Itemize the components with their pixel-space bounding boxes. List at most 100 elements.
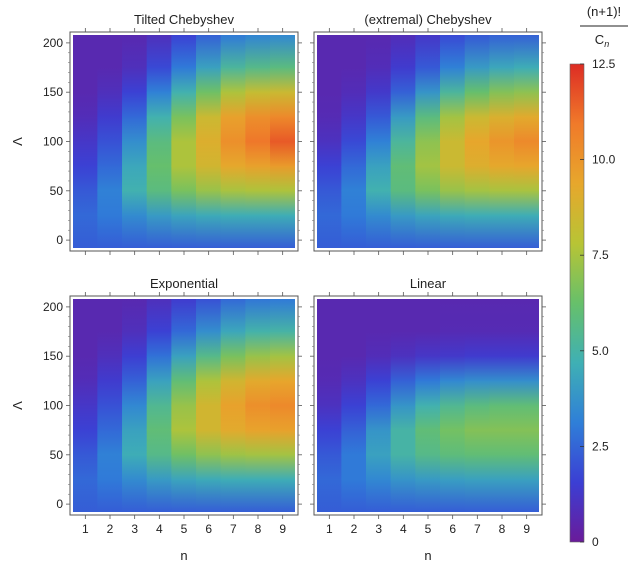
heatmap-cell (245, 405, 271, 431)
heatmap-cell (270, 355, 295, 382)
heatmap-cell (146, 35, 172, 68)
heatmap-cell (196, 299, 222, 332)
heatmap-cell (245, 331, 271, 357)
heatmap-cell (514, 67, 539, 93)
heatmap-cell (146, 380, 172, 406)
heatmap-cell (317, 215, 342, 248)
heatmap-cell (171, 67, 197, 93)
heatmap-cell (171, 91, 197, 118)
heatmap-cell (464, 141, 490, 167)
heatmap-cell (146, 190, 172, 216)
heatmap-cell (317, 35, 342, 68)
heatmap-cell (464, 299, 490, 332)
heatmap-cell (514, 141, 539, 167)
heatmap-cell (366, 429, 392, 456)
heatmap-cell (366, 67, 392, 93)
heatmap-cell (146, 215, 172, 248)
heatmap-cell (440, 67, 466, 93)
heatmap-cell (464, 165, 490, 192)
heatmap-cell (73, 331, 98, 357)
heatmap-cell (390, 355, 416, 382)
heatmap-cell (245, 91, 271, 118)
heatmap-cell (196, 165, 222, 192)
y-axis-label: Λ (10, 401, 25, 410)
heatmap-cell (245, 215, 271, 248)
heatmap-cell (489, 355, 515, 382)
heatmap-cell (73, 479, 98, 512)
heatmap-cell (97, 67, 123, 93)
heatmap-cell (171, 35, 197, 68)
colorbar: (n+1)! Cn 0 2.5 5.0 7.5 10.0 12.5 (569, 4, 628, 549)
heatmap-cell (220, 67, 246, 93)
heatmap-cell (73, 35, 98, 68)
heatmap-cell (220, 116, 246, 142)
heatmap-cell (415, 429, 441, 456)
heatmap-cell (464, 429, 490, 456)
y-tick-label: 150 (43, 349, 63, 363)
heatmap-cell (415, 35, 441, 68)
heatmap-cell (514, 299, 539, 332)
heatmap-cell (196, 116, 222, 142)
heatmap-cell (464, 380, 490, 406)
heatmap-cell (341, 331, 367, 357)
heatmap-cell (390, 405, 416, 431)
heatmap-cell (440, 299, 466, 332)
heatmap-cell (366, 331, 392, 357)
heatmap-cell (341, 165, 367, 192)
heatmap-cell (415, 165, 441, 192)
heatmap-cell (73, 215, 98, 248)
heatmap-cell (341, 141, 367, 167)
heatmap-cell (245, 429, 271, 456)
heatmap-cell (146, 479, 172, 512)
heatmap-cell (489, 116, 515, 142)
heatmap-cell (220, 91, 246, 118)
heatmap-cell (464, 454, 490, 480)
heatmap-cell (73, 190, 98, 216)
heatmap-cell (317, 479, 342, 512)
panel-title: Tilted Chebyshev (134, 12, 234, 27)
panel-title: (extremal) Chebyshev (364, 12, 492, 27)
heatmap-cell (489, 479, 515, 512)
heatmap-cell (341, 380, 367, 406)
heatmap-cell (196, 355, 222, 382)
heatmap-cell (245, 141, 271, 167)
heatmap-cell (146, 454, 172, 480)
panel-title: Linear (410, 276, 447, 291)
heatmap-cell (73, 454, 98, 480)
heatmap-cell (415, 116, 441, 142)
x-tick-label: 4 (400, 522, 407, 536)
heatmap-cell (440, 331, 466, 357)
heatmap-cell (220, 141, 246, 167)
heatmap-cell (73, 405, 98, 431)
panel-title: Exponential (150, 276, 218, 291)
heatmap-cell (97, 215, 123, 248)
heatmap-cell (196, 405, 222, 431)
x-tick-label: 6 (205, 522, 212, 536)
x-tick-label: 2 (351, 522, 358, 536)
heatmap-cell (122, 35, 148, 68)
heatmap-cell (390, 215, 416, 248)
x-tick-label: 7 (230, 522, 237, 536)
heatmap-cell (146, 91, 172, 118)
heatmap-cell (415, 331, 441, 357)
heatmap-cell (317, 299, 342, 332)
heatmap-cell (390, 190, 416, 216)
heatmap-cell (341, 299, 367, 332)
heatmap-cell (440, 380, 466, 406)
heatmap-cell (97, 299, 123, 332)
heatmap-cell (489, 141, 515, 167)
heatmap-cell (97, 429, 123, 456)
panel-2: (extremal) Chebyshev (310, 12, 546, 255)
x-tick-label: 9 (279, 522, 286, 536)
heatmap-cell (196, 331, 222, 357)
heatmap-cell (415, 141, 441, 167)
heatmap-cell (171, 380, 197, 406)
heatmap-cell (220, 190, 246, 216)
heatmap-cell (489, 190, 515, 216)
heatmap-cell (220, 35, 246, 68)
heatmap-cell (341, 91, 367, 118)
heatmap-cell (245, 116, 271, 142)
heatmap-cell (122, 405, 148, 431)
heatmap-cell (366, 141, 392, 167)
heatmap-cell (366, 380, 392, 406)
